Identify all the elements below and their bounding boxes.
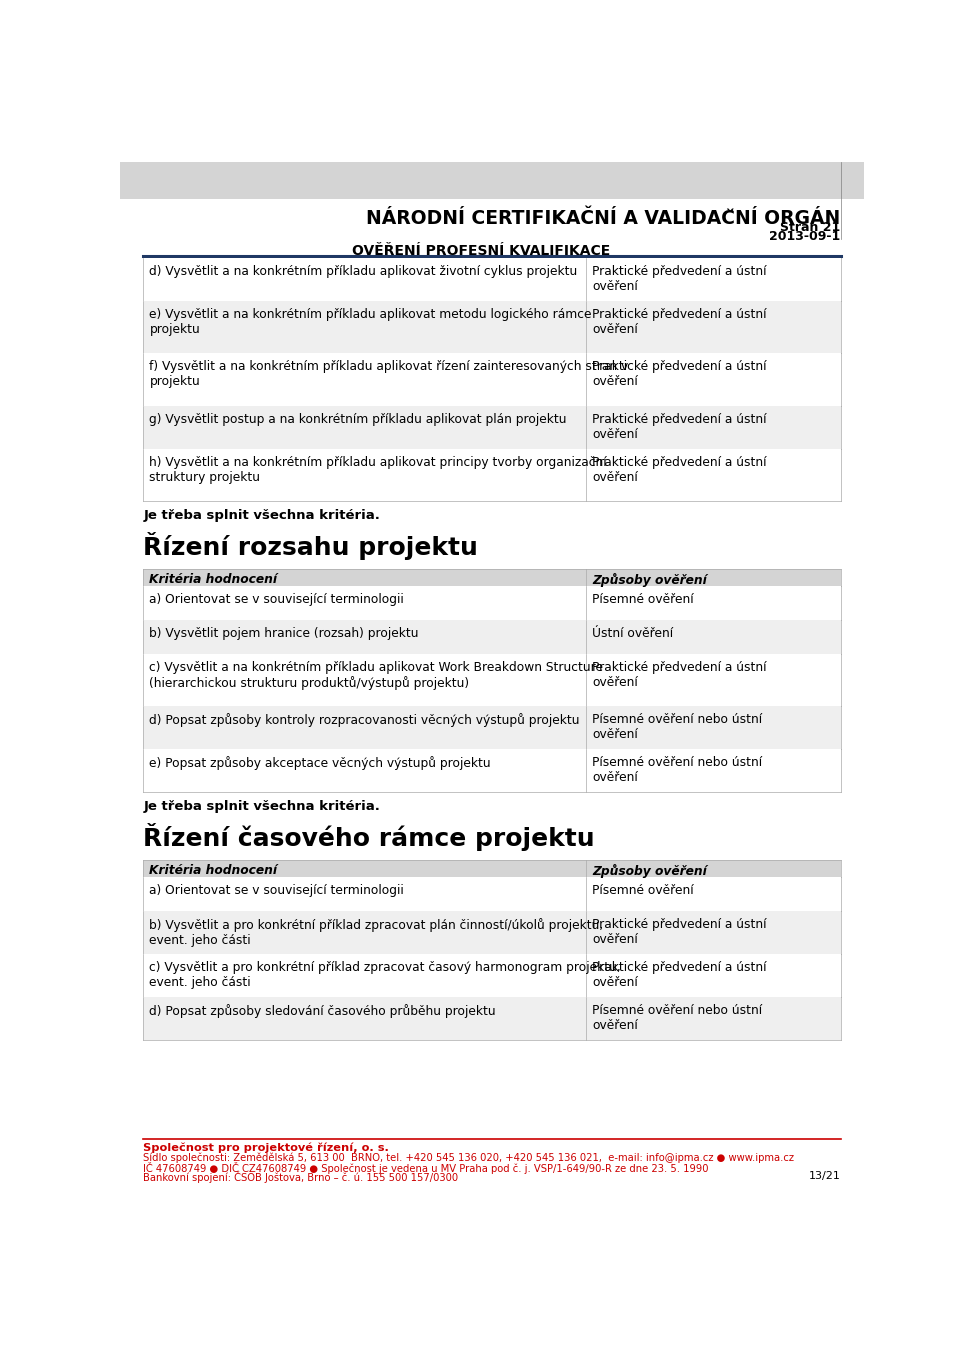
Text: Praktické předvedení a ústní
ověření: Praktické předvedení a ústní ověření — [592, 308, 767, 335]
Bar — [143, 586, 841, 620]
Text: Sídlo společnosti: Zemědělská 5, 613 00  BRNO, tel. +420 545 136 020, +420 545 1: Sídlo společnosti: Zemědělská 5, 613 00 … — [143, 1153, 794, 1162]
Text: h) Vysvětlit a na konkrétním příkladu aplikovat principy tvorby organizační
stru: h) Vysvětlit a na konkrétním příkladu ap… — [150, 455, 607, 484]
Text: Praktické předvedení a ústní
ověření: Praktické předvedení a ústní ověření — [592, 660, 767, 688]
Bar — [143, 257, 841, 300]
Bar — [143, 568, 841, 586]
Bar — [143, 405, 841, 449]
Text: IČ 47608749 ● DIČ CZ47608749 ● Společnost je vedena u MV Praha pod č. j. VSP/1-6: IČ 47608749 ● DIČ CZ47608749 ● Společnos… — [143, 1162, 708, 1173]
Text: b) Vysvětlit pojem hranice (rozsah) projektu: b) Vysvětlit pojem hranice (rozsah) proj… — [150, 626, 419, 640]
Text: Písemné ověření: Písemné ověření — [592, 884, 694, 897]
Text: Společnost pro projektové řízení, o. s.: Společnost pro projektové řízení, o. s. — [143, 1142, 389, 1153]
Bar — [143, 997, 841, 1040]
Text: f) Vysvětlit a na konkrétním příkladu aplikovat řízení zainteresovaných stran v
: f) Vysvětlit a na konkrétním příkladu ap… — [150, 360, 629, 388]
Bar — [143, 620, 841, 653]
Text: Způsoby ověření: Způsoby ověření — [592, 863, 708, 878]
Bar — [143, 653, 841, 706]
Text: 2013-09-1: 2013-09-1 — [770, 230, 841, 244]
Text: Je třeba splnit všechna kritéria.: Je třeba splnit všechna kritéria. — [143, 800, 380, 814]
Text: g) Vysvětlit postup a na konkrétním příkladu aplikovat plán projektu: g) Vysvětlit postup a na konkrétním přík… — [150, 412, 567, 426]
Text: a) Orientovat se v související terminologii: a) Orientovat se v související terminolo… — [150, 884, 404, 897]
Text: Praktické předvedení a ústní
ověření: Praktické předvedení a ústní ověření — [592, 455, 767, 484]
Text: NÁRODNÍ CERTIFIKAČNÍ A VALIDAČNÍ ORGÁN: NÁRODNÍ CERTIFIKAČNÍ A VALIDAČNÍ ORGÁN — [367, 209, 841, 229]
Text: Praktické předvedení a ústní
ověření: Praktické předvedení a ústní ověření — [592, 360, 767, 388]
Bar — [143, 353, 841, 405]
Text: Písemné ověření nebo ústní
ověření: Písemné ověření nebo ústní ověření — [592, 713, 762, 741]
Text: d) Vysvětlit a na konkrétním příkladu aplikovat životní cyklus projektu: d) Vysvětlit a na konkrétním příkladu ap… — [150, 265, 578, 277]
Bar — [120, 162, 864, 198]
Text: Kritéria hodnocení: Kritéria hodnocení — [150, 572, 277, 586]
Text: Písemné ověření nebo ústní
ověření: Písemné ověření nebo ústní ověření — [592, 1004, 762, 1032]
Bar — [143, 706, 841, 749]
Text: a) Orientovat se v související terminologii: a) Orientovat se v související terminolo… — [150, 593, 404, 606]
Text: d) Popsat způsoby sledování časového průběhu projektu: d) Popsat způsoby sledování časového prů… — [150, 1004, 496, 1018]
Bar — [143, 449, 841, 501]
Text: Písemné ověření nebo ústní
ověření: Písemné ověření nebo ústní ověření — [592, 756, 762, 784]
Text: Řízení rozsahu projektu: Řízení rozsahu projektu — [143, 532, 478, 560]
Text: Stran 21: Stran 21 — [780, 221, 841, 234]
Bar — [143, 859, 841, 877]
Text: e) Popsat způsoby akceptace věcných výstupů projektu: e) Popsat způsoby akceptace věcných výst… — [150, 756, 492, 770]
Bar — [143, 300, 841, 353]
Text: Praktické předvedení a ústní
ověření: Praktické předvedení a ústní ověření — [592, 412, 767, 440]
Text: Řízení časového rámce projektu: Řízení časového rámce projektu — [143, 823, 595, 851]
Text: Praktické předvedení a ústní
ověření: Praktické předvedení a ústní ověření — [592, 917, 767, 946]
Text: c) Vysvětlit a pro konkrétní příklad zpracovat časový harmonogram projektu,
even: c) Vysvětlit a pro konkrétní příklad zpr… — [150, 960, 621, 989]
Text: Praktické předvedení a ústní
ověření: Praktické předvedení a ústní ověření — [592, 960, 767, 989]
Text: OVĚŘENÍ PROFESNÍ KVALIFIKACE: OVĚŘENÍ PROFESNÍ KVALIFIKACE — [352, 244, 611, 259]
Bar — [143, 911, 841, 954]
Text: Způsoby ověření: Způsoby ověření — [592, 572, 708, 587]
Text: Ústní ověření: Ústní ověření — [592, 626, 674, 640]
Bar — [143, 954, 841, 997]
Text: Kritéria hodnocení: Kritéria hodnocení — [150, 863, 277, 877]
Text: Je třeba splnit všechna kritéria.: Je třeba splnit všechna kritéria. — [143, 509, 380, 521]
Text: e) Vysvětlit a na konkrétním příkladu aplikovat metodu logického rámce
projektu: e) Vysvětlit a na konkrétním příkladu ap… — [150, 308, 592, 335]
Bar — [143, 877, 841, 911]
Text: 13/21: 13/21 — [809, 1171, 841, 1181]
Text: c) Vysvětlit a na konkrétním příkladu aplikovat Work Breakdown Structure
(hierar: c) Vysvětlit a na konkrétním příkladu ap… — [150, 660, 604, 690]
Text: Bankovní spojení: ČSOB Joštova, Brno – č. ú. 155 500 157/0300: Bankovní spojení: ČSOB Joštova, Brno – č… — [143, 1171, 458, 1183]
Text: Písemné ověření: Písemné ověření — [592, 593, 694, 606]
Text: b) Vysvětlit a pro konkrétní příklad zpracovat plán činností/úkolů projektu,
eve: b) Vysvětlit a pro konkrétní příklad zpr… — [150, 917, 604, 947]
Bar — [143, 749, 841, 792]
Text: Praktické předvedení a ústní
ověření: Praktické předvedení a ústní ověření — [592, 265, 767, 292]
Text: d) Popsat způsoby kontroly rozpracovanosti věcných výstupů projektu: d) Popsat způsoby kontroly rozpracovanos… — [150, 713, 580, 727]
